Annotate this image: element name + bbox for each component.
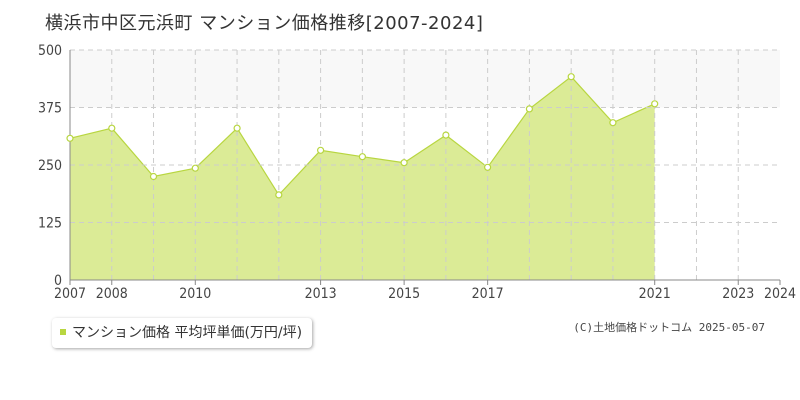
data-point — [275, 191, 283, 199]
data-point — [651, 100, 659, 108]
copyright-notice: (C)土地価格ドットコム 2025-05-07 — [573, 321, 765, 334]
chart-legend: マンション価格 平均坪単価(万円/坪) — [52, 318, 313, 348]
data-point — [442, 131, 450, 139]
x-tick-label: 2010 — [179, 286, 211, 302]
data-point — [317, 146, 325, 154]
data-point — [233, 124, 241, 132]
x-tick-label: 2017 — [472, 286, 504, 302]
x-tick-label: 2021 — [639, 286, 671, 302]
x-tick-label: 2023 — [722, 286, 754, 302]
y-tick-label: 375 — [38, 101, 62, 117]
y-tick-label: 0 — [54, 273, 62, 289]
y-tick-label: 500 — [38, 43, 62, 59]
x-tick-label: 2024 — [764, 286, 796, 302]
data-point — [400, 159, 408, 167]
chart-title: 横浜市中区元浜町 マンション価格推移[2007-2024] — [45, 13, 484, 34]
y-tick-label: 125 — [38, 216, 62, 232]
data-point — [108, 124, 116, 132]
data-point — [609, 119, 617, 127]
data-point — [149, 172, 158, 181]
x-tick-label: 2013 — [305, 286, 337, 302]
data-point — [66, 134, 74, 142]
data-point — [525, 105, 534, 113]
data-point — [358, 153, 366, 161]
x-tick-label: 2008 — [96, 286, 128, 302]
plot-band — [70, 50, 780, 108]
legend-label: マンション価格 平均坪単価(万円/坪) — [72, 325, 303, 341]
data-point — [191, 164, 199, 172]
x-tick-label: 2015 — [388, 286, 420, 302]
y-tick-label: 250 — [38, 158, 62, 174]
data-point — [484, 163, 492, 171]
x-tick-label: 2007 — [54, 286, 86, 302]
legend-swatch — [60, 329, 66, 335]
data-point — [567, 73, 575, 81]
